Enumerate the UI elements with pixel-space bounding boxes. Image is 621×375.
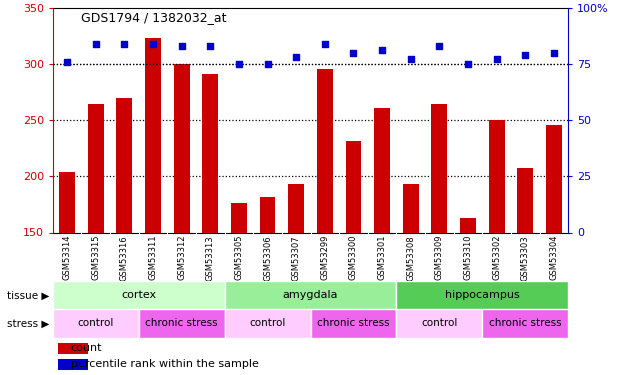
Point	[549, 50, 559, 55]
Point	[119, 40, 129, 46]
Text: chronic stress: chronic stress	[317, 318, 390, 328]
Bar	[225, 281, 396, 309]
Text: amygdala: amygdala	[283, 290, 338, 300]
Point	[177, 43, 187, 49]
Bar	[396, 309, 483, 338]
Text: GSM53315: GSM53315	[91, 235, 100, 280]
Bar	[53, 281, 225, 309]
Bar	[174, 64, 189, 232]
Bar	[225, 309, 310, 338]
Text: count: count	[71, 343, 102, 353]
Bar	[483, 309, 568, 338]
Text: tissue ▶: tissue ▶	[7, 290, 50, 300]
Text: GSM53299: GSM53299	[320, 235, 329, 280]
Bar	[231, 203, 247, 232]
Bar	[145, 38, 161, 232]
Point	[348, 50, 358, 55]
Text: GSM53312: GSM53312	[177, 235, 186, 280]
Text: chronic stress: chronic stress	[145, 318, 218, 328]
Point	[520, 52, 530, 58]
Bar	[460, 218, 476, 232]
Bar	[88, 104, 104, 232]
Bar	[396, 281, 568, 309]
Bar	[53, 309, 138, 338]
Bar	[489, 120, 504, 232]
Text: control: control	[421, 318, 458, 328]
Text: GDS1794 / 1382032_at: GDS1794 / 1382032_at	[81, 11, 226, 24]
Point	[62, 58, 72, 64]
Text: GSM53316: GSM53316	[120, 235, 129, 280]
Text: GSM53311: GSM53311	[148, 235, 158, 280]
Point	[492, 56, 502, 62]
Text: GSM53313: GSM53313	[206, 235, 215, 280]
Text: GSM53314: GSM53314	[63, 235, 71, 280]
Text: GSM53303: GSM53303	[521, 235, 530, 280]
Point	[435, 43, 445, 49]
Text: GSM53310: GSM53310	[463, 235, 473, 280]
Point	[406, 56, 415, 62]
Point	[463, 61, 473, 67]
Text: control: control	[250, 318, 286, 328]
Point	[206, 43, 215, 49]
Text: GSM53301: GSM53301	[378, 235, 387, 280]
Bar	[117, 98, 132, 232]
Bar	[345, 141, 361, 232]
Point	[234, 61, 244, 67]
Point	[263, 61, 273, 67]
Text: GSM53300: GSM53300	[349, 235, 358, 280]
Bar	[59, 172, 75, 232]
Text: control: control	[78, 318, 114, 328]
Bar	[288, 184, 304, 232]
Bar	[202, 74, 218, 232]
Bar	[58, 358, 88, 370]
Text: hippocampus: hippocampus	[445, 290, 520, 300]
Bar	[403, 184, 419, 232]
Point	[91, 40, 101, 46]
Point	[320, 40, 330, 46]
Text: GSM53306: GSM53306	[263, 235, 272, 280]
Bar	[374, 108, 390, 232]
Text: GSM53304: GSM53304	[550, 235, 558, 280]
Bar	[58, 343, 88, 354]
Point	[148, 40, 158, 46]
Text: GSM53308: GSM53308	[406, 235, 415, 280]
Bar	[260, 196, 276, 232]
Bar	[310, 309, 396, 338]
Text: stress ▶: stress ▶	[7, 318, 50, 328]
Bar	[546, 124, 562, 232]
Bar	[317, 69, 333, 232]
Text: cortex: cortex	[121, 290, 156, 300]
Text: percentile rank within the sample: percentile rank within the sample	[71, 359, 259, 369]
Bar	[138, 309, 225, 338]
Point	[291, 54, 301, 60]
Text: chronic stress: chronic stress	[489, 318, 561, 328]
Bar	[517, 168, 533, 232]
Point	[377, 47, 387, 53]
Text: GSM53305: GSM53305	[234, 235, 243, 280]
Text: GSM53307: GSM53307	[292, 235, 301, 280]
Bar	[432, 104, 447, 232]
Text: GSM53302: GSM53302	[492, 235, 501, 280]
Text: GSM53309: GSM53309	[435, 235, 444, 280]
